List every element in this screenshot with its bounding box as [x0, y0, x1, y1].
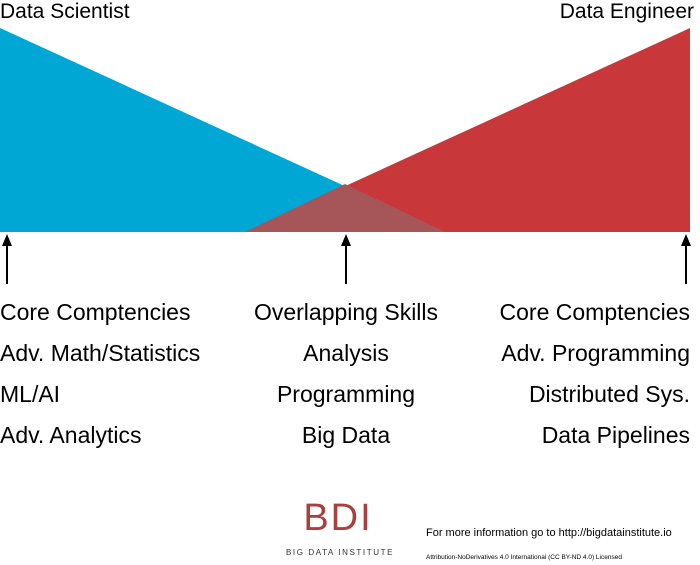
data-engineer-title: Data Engineer — [559, 0, 694, 23]
license-text: Attribution-NoDerivatives 4.0 Internatio… — [426, 554, 622, 561]
middle-column-header: Overlapping Skills — [253, 299, 439, 325]
middle-skill-item: Analysis — [303, 340, 389, 366]
middle-arrow-icon — [341, 234, 351, 284]
right-skill-item: Distributed Sys. — [528, 381, 690, 407]
bdi-logo-subtext: BIG DATA INSTITUTE — [285, 548, 395, 557]
right-column-header: Core Comptencies — [499, 299, 690, 325]
right-arrow-icon — [681, 234, 691, 284]
overlapping-skills: Overlapping Skills Analysis Programming … — [246, 292, 446, 456]
left-skill-item: Adv. Analytics — [0, 422, 142, 448]
data-engineer-skills: Core Comptencies Adv. Programming Distri… — [500, 292, 690, 456]
data-scientist-title: Data Scientist — [0, 0, 130, 23]
left-skill-item: ML/AI — [0, 381, 61, 407]
left-arrow-icon — [2, 234, 12, 284]
right-skill-item: Adv. Programming — [501, 340, 690, 366]
left-column-header: Core Comptencies — [0, 299, 191, 325]
middle-skill-item: Big Data — [301, 422, 391, 448]
skills-overlap-diagram — [0, 28, 690, 232]
left-skill-item: Adv. Math/Statistics — [0, 340, 201, 366]
info-link-text: For more information go to http://bigdat… — [426, 527, 672, 539]
data-engineer-triangle — [245, 28, 690, 232]
overlap-region — [245, 184, 445, 232]
data-scientist-triangle — [0, 28, 445, 232]
data-scientist-skills: Core Comptencies Adv. Math/Statistics ML… — [0, 292, 200, 456]
bdi-logo: BDI — [303, 497, 373, 539]
right-skill-item: Data Pipelines — [541, 422, 690, 448]
middle-skill-item: Programming — [276, 381, 416, 407]
